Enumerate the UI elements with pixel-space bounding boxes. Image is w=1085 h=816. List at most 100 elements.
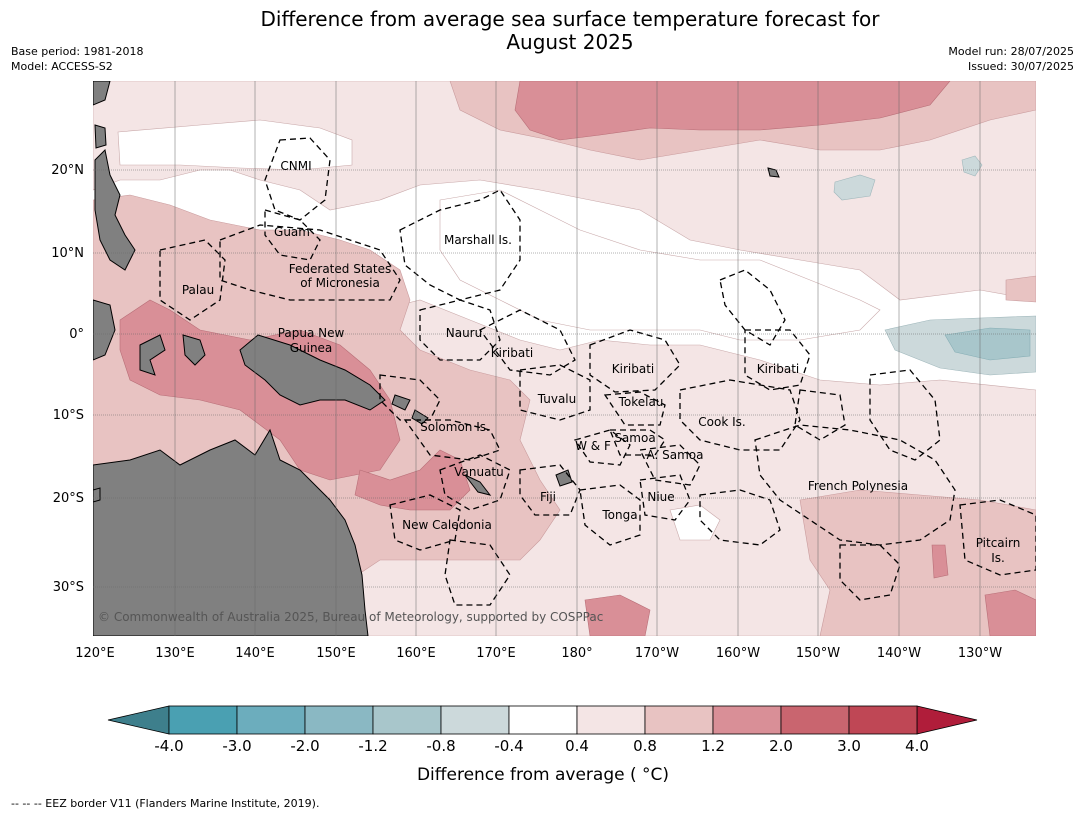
anomaly-near-zero-south	[669, 504, 721, 541]
colorbar-segment	[848, 705, 918, 735]
colorbar-tick-label: -0.8	[426, 737, 455, 755]
base-period: Base period: 1981-2018	[11, 45, 144, 58]
label-png-2: Guinea	[290, 341, 333, 355]
x-tick: 160°E	[396, 646, 436, 661]
land-sulawesi	[139, 334, 166, 376]
label-cook-islands: Cook Is.	[698, 415, 745, 429]
colorbar-title: Difference from average ( °C)	[417, 765, 669, 785]
colorbar-tick-label: -2.0	[290, 737, 319, 755]
x-tick: 140°E	[235, 646, 275, 661]
colorbar-segments	[168, 705, 918, 735]
label-nauru: Nauru	[446, 326, 482, 340]
label-tokelau: Tokelau	[618, 395, 664, 409]
label-png-1: Papua New	[278, 326, 345, 340]
eez-footnote: -- -- -- EEZ border V11 (Flanders Marine…	[11, 797, 320, 810]
colorbar-tick-label: 3.0	[837, 737, 861, 755]
y-tick: 20°N	[51, 163, 84, 178]
y-tick: 30°S	[53, 580, 84, 595]
colorbar-tick-label: -3.0	[222, 737, 251, 755]
label-french-polynesia: French Polynesia	[808, 479, 908, 493]
land-borneo	[93, 299, 116, 361]
label-fsm-1: Federated States	[289, 262, 391, 276]
colorbar-segment	[440, 705, 510, 735]
label-solomon: Solomon Is.	[420, 420, 490, 434]
anomaly-strong-warm-se	[984, 589, 1036, 636]
land-philippines	[94, 148, 136, 271]
colorbar-tick-label: 0.4	[565, 737, 589, 755]
anomaly-near-zero-north	[439, 189, 881, 341]
colorbar-segment	[168, 705, 238, 735]
eez-borders	[159, 137, 1036, 606]
label-wallis-futuna: W & F	[575, 439, 611, 453]
land-new-guinea	[239, 334, 386, 411]
colorbar-labels: -4.0 -3.0 -2.0 -1.2 -0.8 -0.4 0.4 0.8 1.2 2.0 3.0 4…	[154, 737, 929, 755]
anomaly-strong-warm-spot	[931, 544, 949, 579]
label-pitcairn-1: Pitcairn	[976, 536, 1021, 550]
label-vanuatu: Vanuatu	[454, 465, 504, 479]
label-tonga: Tonga	[601, 508, 637, 522]
x-tick: 150°W	[796, 646, 840, 661]
label-palau: Palau	[182, 283, 214, 297]
x-tick: 140°W	[877, 646, 921, 661]
land-asia-corner	[93, 81, 111, 106]
colorbar-tick-label: -4.0	[154, 737, 183, 755]
colorbar-tick-label: -1.2	[358, 737, 387, 755]
colorbar-segment	[576, 705, 646, 735]
title-line-1: Difference from average sea surface temp…	[260, 7, 880, 31]
label-new-caledonia: New Caledonia	[402, 518, 492, 532]
anomaly-cool-hawaii	[833, 174, 876, 201]
region-labels: CNMI Guam Marshall Is. Federated States …	[182, 159, 1020, 565]
land-new-zealand-edge	[93, 487, 101, 503]
land-halmahera	[182, 334, 206, 366]
colorbar-segment	[236, 705, 306, 735]
meta-right: Model run: 28/07/2025 Issued: 30/07/2025	[948, 44, 1074, 74]
land-solomon	[391, 394, 429, 425]
label-tuvalu: Tuvalu	[537, 392, 577, 406]
y-tick: 0°	[69, 327, 84, 342]
label-niue: Niue	[647, 490, 674, 504]
map-panel: CNMI Guam Marshall Is. Federated States …	[93, 81, 1036, 636]
y-axis-labels: 20°N 10°N 0° 10°S 20°S 30°S	[51, 163, 84, 595]
map-title: Difference from average sea surface temp…	[0, 8, 1085, 54]
label-kiribati-east: Kiribati	[757, 362, 799, 376]
label-american-samoa: A. Samoa	[647, 448, 704, 462]
label-kiribati-west: Kiribati	[491, 346, 533, 360]
anomaly-strong-warm-coral	[354, 449, 471, 511]
land-taiwan	[94, 124, 107, 149]
anomaly-strong-warm-south	[584, 594, 651, 636]
label-pitcairn-2: Is.	[991, 551, 1005, 565]
colorbar-tick-label: 4.0	[905, 737, 929, 755]
y-tick: 10°S	[53, 408, 84, 423]
x-tick: 120°E	[75, 646, 115, 661]
issued-date: Issued: 30/07/2025	[967, 60, 1074, 73]
colorbar-under-arrow	[107, 705, 170, 735]
colorbar: -4.0 -3.0 -2.0 -1.2 -0.8 -0.4 0.4 0.8 1.2 2.0 3.0 4…	[107, 705, 978, 785]
label-cnmi: CNMI	[280, 159, 311, 173]
x-tick: 130°E	[155, 646, 195, 661]
colorbar-segment	[644, 705, 714, 735]
land-hawaii	[767, 167, 780, 178]
anomaly-near-zero-nw	[117, 119, 353, 171]
colorbar-tick-label: -0.4	[494, 737, 523, 755]
anomaly-cool-equatorial-core	[944, 327, 1031, 361]
x-tick: 130°W	[958, 646, 1002, 661]
colorbar-segment	[712, 705, 782, 735]
land-australia	[93, 428, 369, 636]
label-kiribati-central: Kiribati	[612, 362, 654, 376]
colorbar-segment	[780, 705, 850, 735]
colorbar-over-arrow	[916, 705, 978, 735]
model-run: Model run: 28/07/2025	[948, 45, 1074, 58]
anomaly-strong-warm-north	[514, 81, 951, 141]
model-name: Model: ACCESS-S2	[11, 60, 113, 73]
x-tick: 170°W	[635, 646, 679, 661]
meta-left: Base period: 1981-2018 Model: ACCESS-S2	[11, 44, 143, 74]
x-axis-labels: 120°E 130°E 140°E 150°E 160°E 170°E 180°…	[75, 646, 1002, 661]
land-new-caledonia	[464, 474, 492, 496]
label-marshall: Marshall Is.	[444, 233, 512, 247]
label-samoa: Samoa	[614, 431, 655, 445]
copyright-notice: © Commonwealth of Australia 2025, Bureau…	[98, 610, 603, 624]
y-tick: 20°S	[53, 491, 84, 506]
colorbar-segment	[304, 705, 374, 735]
map-grid	[93, 81, 1036, 636]
